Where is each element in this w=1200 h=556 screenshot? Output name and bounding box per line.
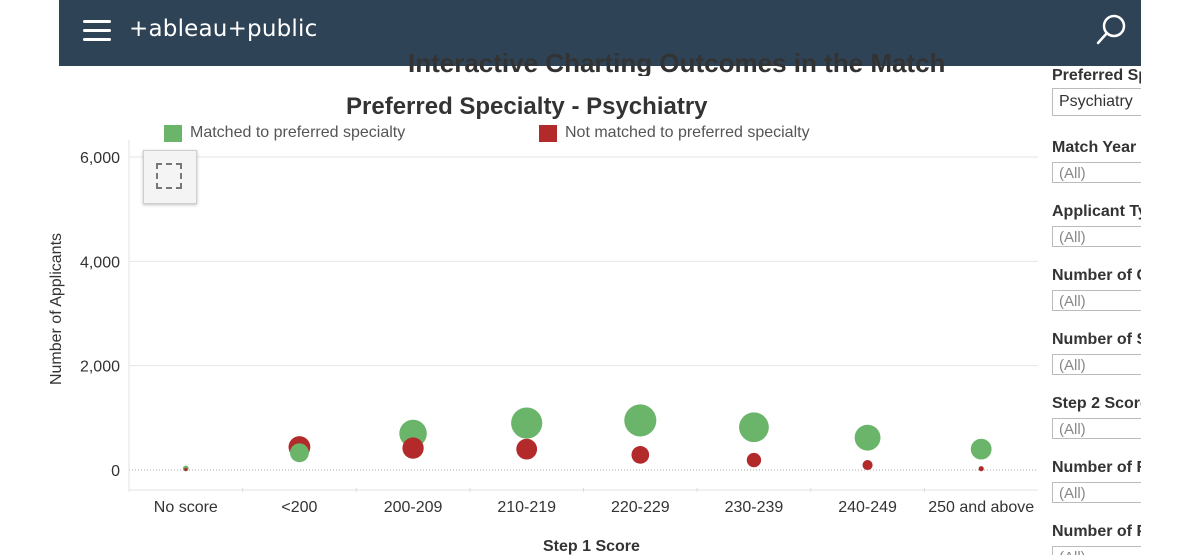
legend-swatch-not-matched bbox=[539, 124, 557, 142]
applicant-type-dropdown[interactable]: (All) bbox=[1052, 226, 1141, 247]
filter-preferred-specialty: Preferred Specialty Psychiatry bbox=[1052, 67, 1141, 116]
filter-panel: Preferred Specialty Psychiatry Match Yea… bbox=[1052, 64, 1141, 555]
legend-label-matched: Matched to preferred specialty bbox=[190, 124, 406, 141]
filter-label: Number of Specialties Ranked bbox=[1052, 331, 1141, 348]
filter-contiguous-ranks: Number of Contiguous Ranks (All) bbox=[1052, 267, 1141, 311]
top-bar: +ableau+public bbox=[59, 0, 1141, 66]
matched-point bbox=[970, 438, 992, 460]
x-tick-label: 250 and above bbox=[928, 499, 1034, 516]
publications-dropdown[interactable]: (All) bbox=[1052, 546, 1141, 555]
matched-point bbox=[739, 412, 769, 443]
matched-point bbox=[511, 407, 543, 439]
legend-label-not-matched: Not matched to preferred specialty bbox=[565, 124, 810, 141]
filter-label: Step 2 Score bbox=[1052, 395, 1141, 412]
not-matched-point bbox=[978, 466, 984, 472]
filter-label: Preferred Specialty bbox=[1052, 67, 1141, 84]
filter-research-experiences: Number of Research Experiences (All) bbox=[1052, 459, 1141, 503]
x-tick-label: No score bbox=[154, 499, 218, 516]
x-tick-label: 240-249 bbox=[838, 499, 897, 516]
y-tick-label: 4,000 bbox=[80, 254, 120, 271]
not-matched-point bbox=[516, 438, 538, 460]
x-axis-label: Step 1 Score bbox=[543, 538, 640, 555]
research-experiences-dropdown[interactable]: (All) bbox=[1052, 482, 1141, 503]
not-matched-point bbox=[746, 452, 762, 468]
filter-label: Number of Contiguous Ranks bbox=[1052, 267, 1141, 284]
marquee-select-icon bbox=[156, 163, 182, 189]
y-tick-label: 0 bbox=[111, 463, 120, 480]
menu-icon[interactable] bbox=[83, 18, 113, 42]
not-matched-point bbox=[184, 467, 188, 472]
legend-item-not-matched[interactable]: Not matched to preferred specialty bbox=[539, 124, 810, 142]
x-tick-label: 210-219 bbox=[497, 499, 556, 516]
filter-step2-score: Step 2 Score (All) bbox=[1052, 395, 1141, 439]
not-matched-point bbox=[402, 437, 424, 459]
not-matched-point bbox=[862, 459, 873, 471]
step2-score-dropdown[interactable]: (All) bbox=[1052, 418, 1141, 439]
tableau-public-logo[interactable]: +ableau+public bbox=[129, 16, 318, 42]
filter-label: Number of Publications bbox=[1052, 523, 1141, 540]
x-tick-label: 220-229 bbox=[611, 499, 670, 516]
chart-plot: 0 2,000 4,000 6,000 No score <200 200-209 210-2… bbox=[80, 140, 1038, 516]
match-year-dropdown[interactable]: (All) bbox=[1052, 162, 1141, 183]
matched-point bbox=[854, 424, 881, 451]
legend-item-matched[interactable]: Matched to preferred specialty bbox=[164, 124, 405, 142]
legend-swatch-matched bbox=[164, 124, 182, 142]
preferred-specialty-dropdown[interactable]: Psychiatry bbox=[1052, 88, 1141, 116]
not-matched-point bbox=[631, 446, 650, 464]
contiguous-ranks-dropdown[interactable]: (All) bbox=[1052, 290, 1141, 311]
y-tick-label: 6,000 bbox=[80, 150, 120, 167]
filter-publications: Number of Publications (All) bbox=[1052, 523, 1141, 555]
specialties-ranked-dropdown[interactable]: (All) bbox=[1052, 354, 1141, 375]
filter-match-year: Match Year (All) bbox=[1052, 139, 1141, 183]
filter-label: Match Year bbox=[1052, 139, 1137, 156]
filter-label: Number of Research Experiences bbox=[1052, 459, 1141, 476]
chart-title: Preferred Specialty - Psychiatry bbox=[346, 93, 708, 120]
x-tick-label: <200 bbox=[281, 499, 317, 516]
x-tick-label: 200-209 bbox=[384, 499, 443, 516]
matched-point bbox=[289, 443, 309, 463]
filter-specialties-ranked: Number of Specialties Ranked (All) bbox=[1052, 331, 1141, 375]
matched-point bbox=[624, 404, 657, 437]
select-region-button[interactable] bbox=[143, 150, 197, 204]
search-icon[interactable] bbox=[1095, 12, 1129, 46]
x-tick-label: 230-239 bbox=[725, 499, 784, 516]
y-tick-label: 2,000 bbox=[80, 359, 120, 376]
filter-label: Applicant Type bbox=[1052, 203, 1141, 220]
filter-applicant-type: Applicant Type (All) bbox=[1052, 203, 1141, 247]
dashboard-heading: Interactive Charting Outcomes in the Mat… bbox=[408, 48, 946, 76]
